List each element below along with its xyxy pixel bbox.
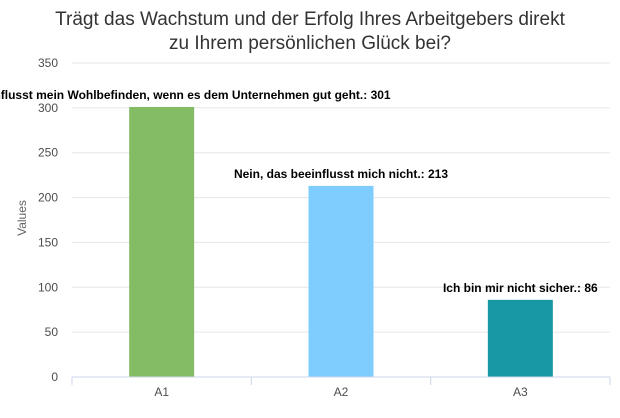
bar-A3 [487,299,553,377]
bar-A2 [308,185,374,377]
y-tick-label-0: 0 [51,370,58,384]
y-axis-ticks: 0 50 100 150 200 250 300 350 [38,56,58,384]
bar-A1 [129,106,195,378]
chart-title-line-2: zu Ihrem persönlichen Glück bei? [169,33,451,54]
y-axis-label: Values [15,200,29,236]
y-tick-label-250: 250 [38,146,58,160]
x-tick-label-A3: A3 [513,385,528,399]
y-tick-label-300: 300 [38,101,58,115]
data-label-A3: Ich bin mir nicht sicher.: 86 [443,281,598,295]
data-label-A2: Nein, das beeinflusst mich nicht.: 213 [234,167,448,181]
y-tick-label-150: 150 [38,235,58,249]
x-tick-label-A1: A1 [154,385,169,399]
data-labels: Ja, es beeinflusst mein Wohlbefinden, we… [0,88,598,295]
data-label-A1: Ja, es beeinflusst mein Wohlbefinden, we… [0,88,391,102]
bars [129,106,553,378]
y-tick-label-50: 50 [45,325,59,339]
y-tick-label-200: 200 [38,191,58,205]
x-tick-label-A2: A2 [334,385,349,399]
x-axis: A1 A2 A3 [71,376,611,399]
y-tick-label-100: 100 [38,280,58,294]
y-tick-label-350: 350 [38,56,58,70]
chart-title-line-1: Trägt das Wachstum und der Erfolg Ihres … [55,9,565,30]
